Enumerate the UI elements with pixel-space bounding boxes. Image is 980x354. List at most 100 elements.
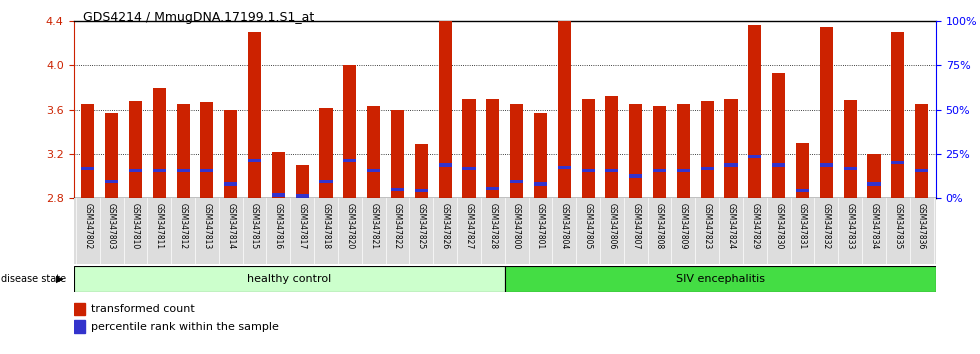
- Bar: [129, 101, 142, 198]
- Text: SIV encephalitis: SIV encephalitis: [676, 274, 764, 284]
- Bar: [439, 0, 452, 198]
- Bar: [105, 180, 119, 183]
- Bar: [463, 99, 475, 198]
- Text: GSM347805: GSM347805: [583, 204, 593, 250]
- Bar: [74, 320, 85, 333]
- Bar: [653, 107, 666, 198]
- Bar: [415, 144, 428, 198]
- Bar: [129, 169, 142, 172]
- Bar: [153, 88, 166, 198]
- Text: percentile rank within the sample: percentile rank within the sample: [91, 322, 279, 332]
- Bar: [749, 24, 761, 198]
- Bar: [796, 189, 809, 192]
- Bar: [510, 180, 523, 183]
- Bar: [844, 167, 857, 170]
- Text: GSM347804: GSM347804: [560, 204, 568, 250]
- Text: GSM347806: GSM347806: [608, 204, 616, 250]
- Text: GSM347835: GSM347835: [894, 204, 903, 250]
- Bar: [867, 154, 880, 198]
- Bar: [391, 188, 404, 191]
- Text: transformed count: transformed count: [91, 304, 195, 314]
- Bar: [224, 110, 237, 198]
- Bar: [176, 169, 190, 172]
- Text: GSM347834: GSM347834: [869, 204, 878, 250]
- Bar: [819, 164, 833, 167]
- Bar: [629, 175, 642, 178]
- Bar: [296, 165, 309, 198]
- Bar: [81, 104, 94, 198]
- Text: GSM347815: GSM347815: [250, 204, 259, 250]
- Text: GSM347813: GSM347813: [203, 204, 212, 250]
- Text: disease state: disease state: [1, 274, 66, 284]
- Bar: [176, 104, 190, 198]
- Bar: [343, 65, 357, 198]
- Bar: [271, 193, 285, 196]
- Bar: [74, 303, 85, 315]
- Text: GSM347814: GSM347814: [226, 204, 235, 250]
- Text: GDS4214 / MmugDNA.17199.1.S1_at: GDS4214 / MmugDNA.17199.1.S1_at: [83, 11, 315, 24]
- Text: GSM347822: GSM347822: [393, 204, 402, 250]
- Text: GSM347817: GSM347817: [298, 204, 307, 250]
- Text: GSM347809: GSM347809: [679, 204, 688, 250]
- Bar: [391, 110, 404, 198]
- Text: GSM347801: GSM347801: [536, 204, 545, 250]
- Text: healthy control: healthy control: [247, 274, 331, 284]
- Bar: [701, 101, 713, 198]
- Text: GSM347803: GSM347803: [107, 204, 116, 250]
- Bar: [819, 27, 833, 198]
- Bar: [74, 266, 505, 292]
- Text: GSM347827: GSM347827: [465, 204, 473, 250]
- Bar: [81, 167, 94, 170]
- Bar: [248, 32, 261, 198]
- Bar: [891, 161, 905, 165]
- Bar: [153, 169, 166, 172]
- Text: ▶: ▶: [56, 274, 64, 284]
- Bar: [319, 180, 332, 183]
- Bar: [606, 97, 618, 198]
- Text: GSM347828: GSM347828: [488, 204, 497, 250]
- Text: GSM347823: GSM347823: [703, 204, 711, 250]
- Text: GSM347812: GSM347812: [178, 204, 187, 250]
- Bar: [463, 167, 475, 170]
- Bar: [486, 99, 500, 198]
- Text: GSM347831: GSM347831: [798, 204, 807, 250]
- Text: GSM347818: GSM347818: [321, 204, 330, 250]
- Bar: [772, 73, 785, 198]
- Bar: [534, 113, 547, 198]
- Bar: [796, 143, 809, 198]
- Text: GSM347810: GSM347810: [131, 204, 140, 250]
- Bar: [200, 169, 214, 172]
- Text: GSM347802: GSM347802: [83, 204, 92, 250]
- Text: GSM347826: GSM347826: [441, 204, 450, 250]
- Bar: [606, 169, 618, 172]
- Text: GSM347833: GSM347833: [846, 204, 855, 250]
- Text: GSM347807: GSM347807: [631, 204, 640, 250]
- Bar: [915, 169, 928, 172]
- Bar: [749, 155, 761, 158]
- Bar: [915, 104, 928, 198]
- Text: GSM347832: GSM347832: [822, 204, 831, 250]
- Bar: [772, 164, 785, 167]
- Text: GSM347825: GSM347825: [416, 204, 426, 250]
- Text: GSM347830: GSM347830: [774, 204, 783, 250]
- Text: GSM347829: GSM347829: [751, 204, 760, 250]
- Bar: [224, 182, 237, 185]
- Bar: [629, 104, 642, 198]
- Bar: [368, 169, 380, 172]
- Bar: [271, 152, 285, 198]
- Bar: [844, 100, 857, 198]
- Bar: [581, 169, 595, 172]
- Text: GSM347811: GSM347811: [155, 204, 164, 250]
- Bar: [105, 113, 119, 198]
- Bar: [343, 159, 357, 162]
- Bar: [653, 169, 666, 172]
- Bar: [486, 187, 500, 190]
- Bar: [296, 194, 309, 198]
- Bar: [319, 108, 332, 198]
- Text: GSM347816: GSM347816: [273, 204, 283, 250]
- Text: GSM347821: GSM347821: [369, 204, 378, 250]
- Text: GSM347800: GSM347800: [513, 204, 521, 250]
- Bar: [701, 167, 713, 170]
- Bar: [534, 182, 547, 185]
- Text: GSM347808: GSM347808: [655, 204, 664, 250]
